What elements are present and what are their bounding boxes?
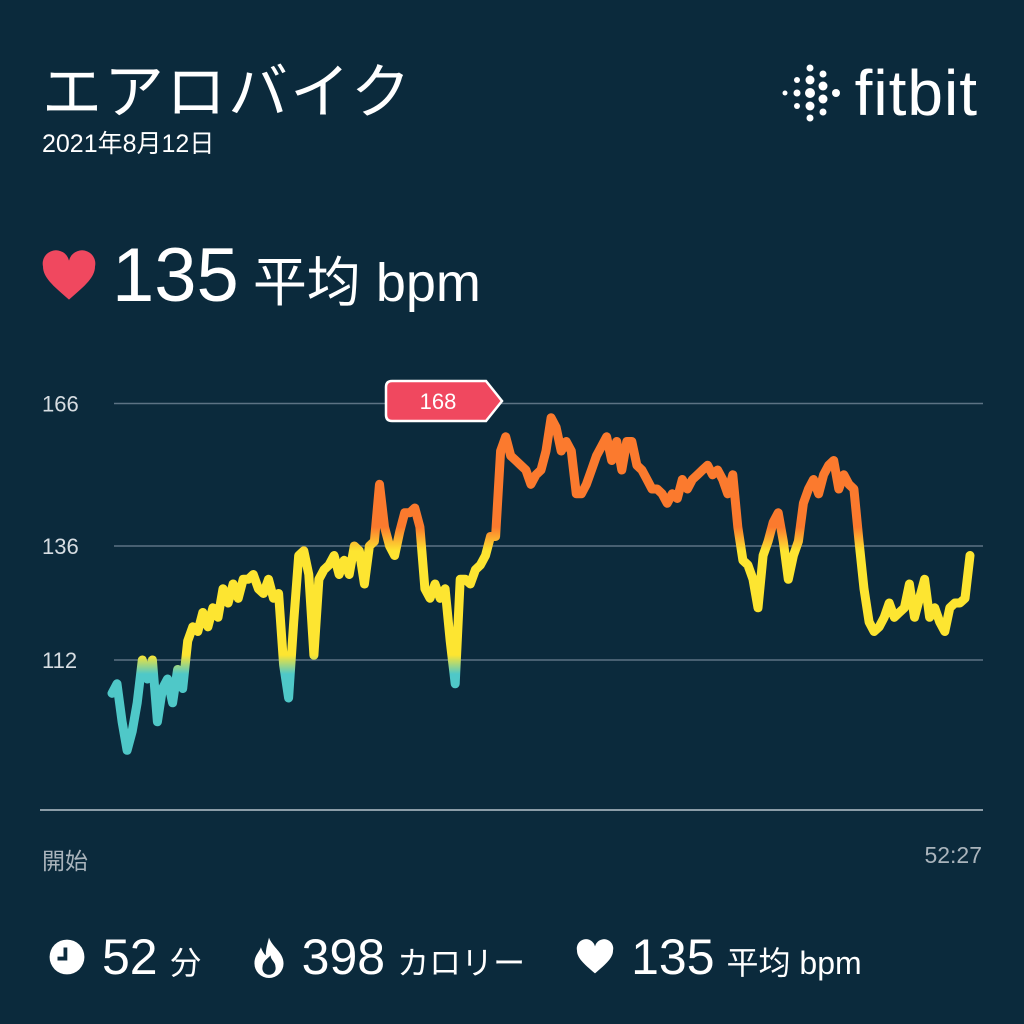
stat-duration: 52 分 [48, 928, 202, 986]
max-heart-rate-callout: 168 [384, 379, 504, 423]
average-bpm-unit: 平均 bpm [252, 253, 481, 313]
average-bpm-value: 135 [112, 233, 239, 318]
clock-icon [49, 939, 85, 975]
heart-rate-line [107, 413, 975, 755]
average-bpm-value: 135 [631, 929, 715, 985]
x-axis-end-label: 52:27 [924, 842, 982, 868]
heart-icon [576, 939, 614, 974]
heart-rate-chart: 112 136 166 168 [40, 379, 983, 811]
average-bpm-unit: 平均 bpm [726, 945, 862, 981]
stat-calories: 398 カロリー [252, 928, 525, 986]
fitbit-dots-icon [782, 64, 840, 122]
flame-icon [254, 937, 284, 978]
activity-date: 2021年8月12日 [42, 130, 215, 158]
average-heart-rate: 135 平均 bpm [40, 232, 481, 319]
calories-value: 398 [301, 929, 386, 985]
fitbit-wordmark: fitbit [854, 57, 978, 129]
y-tick-label: 112 [42, 648, 77, 673]
calories-unit: カロリー [397, 945, 526, 981]
stat-average-heart-rate: 135 平均 bpm [575, 928, 862, 986]
activity-title: エアロバイク [42, 59, 413, 126]
y-tick-label: 136 [42, 534, 79, 559]
fitbit-logo: fitbit [779, 56, 978, 130]
stats-bar: 52 分 398 カロリー 135 平均 bpm [48, 928, 912, 986]
max-heart-rate-label: 168 [420, 389, 457, 414]
duration-value: 52 [102, 929, 158, 985]
duration-unit: 分 [169, 945, 202, 981]
x-axis-start-label: 開始 [42, 848, 88, 874]
heart-icon [42, 249, 96, 300]
y-tick-label: 166 [42, 392, 79, 417]
